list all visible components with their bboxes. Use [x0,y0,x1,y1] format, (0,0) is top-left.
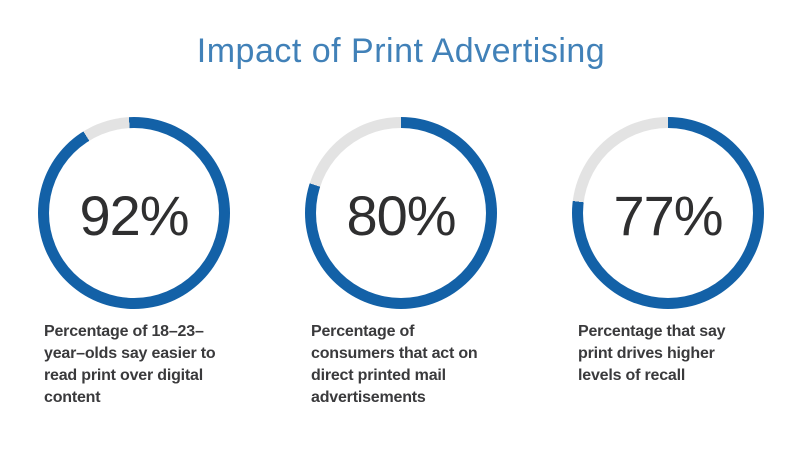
donut-chart-77-percent: 77% [572,116,764,309]
donut-chart-92-percent: 92% [38,116,230,309]
stat-caption: Percentage of consumers that act on dire… [311,322,478,406]
stat-caption: Percentage that say print drives higher … [578,322,726,384]
donut-hole: 92% [49,127,219,298]
percent-value: 92% [79,184,189,247]
donut-hole: 80% [316,127,486,298]
page-title: Impact of Print Advertising [196,32,606,70]
stats-row: 92% Percentage of 18–23– year–olds say e… [0,116,802,409]
stat-column-recall: 77% Percentage that say print drives hig… [568,116,768,409]
stat-caption: Percentage of 18–23– year–olds say easie… [44,322,216,406]
donut-chart-80-percent: 80% [305,116,497,309]
percent-value: 77% [613,184,723,247]
stat-column-direct-mail: 80% Percentage of consumers that act on … [301,116,501,409]
donut-hole: 77% [583,127,753,298]
percent-value: 80% [346,184,456,247]
stat-column-print-preference: 92% Percentage of 18–23– year–olds say e… [34,116,234,409]
